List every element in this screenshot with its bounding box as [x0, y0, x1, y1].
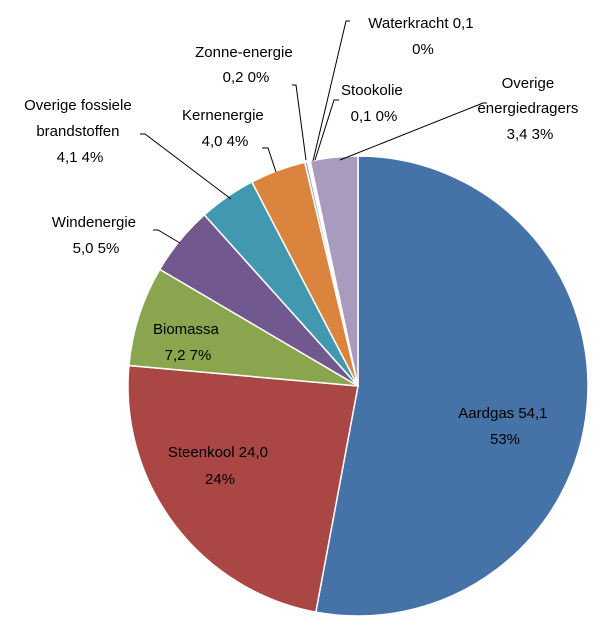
pie-slice-overige-energiedragers [309, 155, 359, 387]
leader-line-kernenergie [262, 147, 277, 173]
label-overige-fossiele: Overige fossiele brandstoffen 4,1 4% [24, 97, 136, 166]
pie-slice-biomassa [128, 268, 359, 387]
leader-line-stookolie [314, 99, 339, 161]
label-aardgas: Aardgas 54,1 53% [458, 405, 551, 448]
pie-slice-aardgas [314, 155, 589, 617]
data-labels: Aardgas 54,1 53% Steenkool 24,0 24% Biom… [24, 15, 582, 488]
label-windenergie: Windenergie 5,0 5% [52, 214, 140, 257]
label-kernenergie: Kernenergie 4,0 4% [182, 107, 268, 150]
leader-line-overige-energie [339, 102, 487, 161]
label-biomassa: Biomassa 7,2 7% [153, 321, 223, 364]
label-steenkool: Steenkool 24,0 24% [168, 444, 272, 488]
leader-line-windenergie [153, 229, 181, 244]
leader-line-overige-fossiele [140, 133, 232, 200]
label-waterkracht: Waterkracht 0,1 0% [368, 15, 478, 58]
label-overige-energie: Overige energiedragers 3,4 3% [477, 75, 582, 143]
leader-lines [140, 20, 487, 244]
label-zonne: Zonne-energie 0,2 0% [195, 44, 297, 86]
leader-line-waterkracht [312, 20, 350, 162]
label-stookolie: Stookolie 0,1 0% [341, 82, 407, 125]
pie-slices [127, 155, 589, 617]
leader-line-zonne [292, 84, 307, 161]
pie-slice-steenkool [127, 364, 359, 613]
